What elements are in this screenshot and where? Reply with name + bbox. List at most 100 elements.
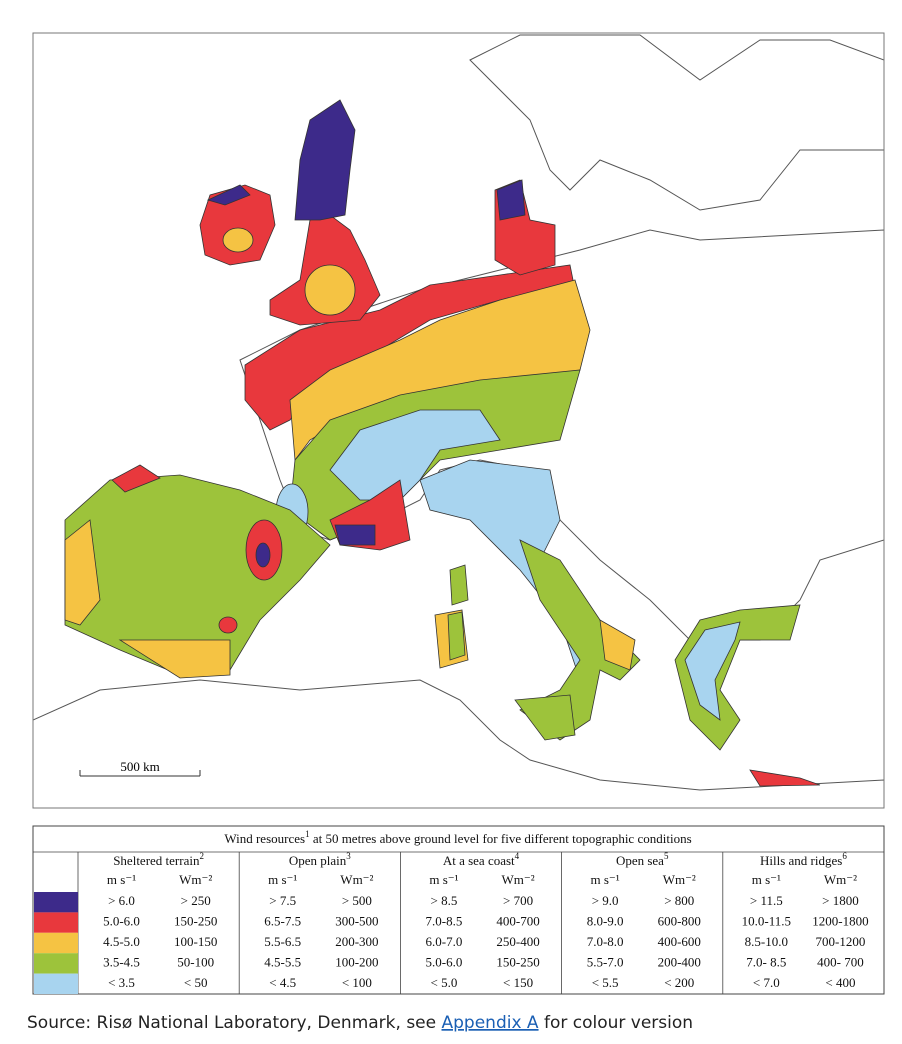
legend-cell: > 250 [181, 893, 211, 908]
zone-purple [496, 179, 526, 221]
group-name: Open sea5 [616, 851, 669, 868]
legend-cell: > 9.0 [592, 893, 619, 908]
zone-purple [294, 99, 356, 221]
map-frame [32, 32, 885, 809]
unit-label: Wm⁻² [824, 872, 857, 887]
group-note: 4 [515, 851, 520, 861]
zone-blue [684, 621, 741, 721]
unit-label: Wm⁻² [663, 872, 696, 887]
legend-cell: > 700 [503, 893, 533, 908]
legend-cell: 50-100 [177, 954, 214, 969]
legend-cell: > 800 [664, 893, 694, 908]
legend-cell: 8.5-10.0 [745, 934, 788, 949]
unit-label: m s⁻¹ [268, 872, 297, 887]
unit-label: m s⁻¹ [107, 872, 136, 887]
legend-cell: 4.5-5.0 [103, 934, 140, 949]
group-name-text: Sheltered terrain [113, 853, 200, 868]
legend-cell: 700-1200 [816, 934, 866, 949]
unit-label: Wm⁻² [340, 872, 373, 887]
legend-cell: < 5.0 [431, 975, 458, 990]
legend-cell: < 200 [664, 975, 694, 990]
legend-cell: 250-400 [496, 934, 539, 949]
group-name: At a sea coast4 [443, 851, 520, 868]
legend-cell: 200-300 [335, 934, 378, 949]
legend-cell: 6.0-7.0 [426, 934, 463, 949]
group-note: 2 [199, 851, 204, 861]
legend-cell: > 8.5 [431, 893, 458, 908]
title-note: 1 [305, 829, 310, 839]
legend-table: Wind resources1 at 50 metres above groun… [32, 825, 885, 995]
group-name-text: Open sea [616, 853, 664, 868]
legend-swatch [34, 953, 78, 974]
legend-cell: 5.5-7.0 [587, 954, 624, 969]
legend-cell: 400- 700 [817, 954, 864, 969]
zone-green [447, 611, 466, 661]
legend-swatch [34, 932, 78, 954]
group-name-text: Open plain [289, 853, 347, 868]
legend-title: Wind resources1 at 50 metres above groun… [224, 829, 691, 846]
legend-cell: 3.5-4.5 [103, 954, 140, 969]
legend-cell: < 150 [503, 975, 533, 990]
legend-cell: > 11.5 [750, 893, 783, 908]
zone-yellow [222, 227, 254, 253]
group-name: Open plain3 [289, 851, 351, 868]
legend-cell: 4.5-5.5 [264, 954, 301, 969]
zone-red [111, 464, 161, 493]
legend-cell: > 6.0 [108, 893, 135, 908]
legend-cell: > 500 [342, 893, 372, 908]
group-note: 3 [346, 851, 351, 861]
legend-cell: 6.5-7.5 [264, 914, 301, 929]
zone-red [199, 184, 276, 266]
legend-cell: 150-250 [496, 954, 539, 969]
legend-cell: 1200-1800 [812, 914, 868, 929]
group-note: 6 [842, 851, 847, 861]
zone-purple [334, 524, 376, 546]
legend-cell: 400-700 [496, 914, 539, 929]
table-frame [32, 825, 885, 995]
legend-cell: > 7.5 [269, 893, 296, 908]
unit-label: m s⁻¹ [429, 872, 458, 887]
legend-swatch [34, 973, 78, 994]
source-text: Source: Risø National Laboratory, Denmar… [27, 1013, 442, 1033]
legend-cell: 300-500 [335, 914, 378, 929]
group-name: Sheltered terrain2 [113, 851, 204, 868]
zone-yellow [304, 264, 356, 316]
appendix-link[interactable]: Appendix A [442, 1013, 539, 1033]
zone-red [749, 769, 821, 787]
legend-cell: 8.0-9.0 [587, 914, 624, 929]
legend-cell: 100-200 [335, 954, 378, 969]
legend-cell: 7.0-8.0 [587, 934, 624, 949]
legend-cell: 5.5-6.5 [264, 934, 301, 949]
legend-cell: 200-400 [658, 954, 701, 969]
legend-cell: 5.0-6.0 [426, 954, 463, 969]
legend-cell: 7.0-8.5 [426, 914, 463, 929]
unit-label: m s⁻¹ [591, 872, 620, 887]
zone-green [449, 564, 469, 606]
group-name-text: At a sea coast [443, 853, 515, 868]
zone-red [218, 616, 238, 634]
legend-cell: 7.0- 8.5 [746, 954, 786, 969]
legend-swatch [34, 892, 78, 913]
legend-cell: 5.0-6.0 [103, 914, 140, 929]
legend-swatch [34, 912, 78, 933]
land-scandinavia [469, 34, 884, 211]
legend-cell: < 4.5 [269, 975, 296, 990]
map: 500 km [33, 33, 884, 808]
zone-green [514, 694, 576, 741]
zone-yellow [64, 519, 101, 626]
group-name-text: Hills and ridges [760, 853, 842, 868]
unit-label: Wm⁻² [501, 872, 534, 887]
legend-cell: 150-250 [174, 914, 217, 929]
zone-yellow [118, 639, 231, 679]
legend-cell: > 1800 [822, 893, 859, 908]
unit-label: m s⁻¹ [752, 872, 781, 887]
legend-cell: < 3.5 [108, 975, 135, 990]
legend-cell: < 400 [825, 975, 855, 990]
legend-cell: < 7.0 [753, 975, 780, 990]
legend-cell: 10.0-11.5 [742, 914, 791, 929]
zone-purple [206, 184, 251, 206]
title-text: Wind resources [224, 831, 305, 846]
source: Source: Risø National Laboratory, Denmar… [27, 1013, 693, 1033]
scale-label: 500 km [120, 759, 159, 774]
